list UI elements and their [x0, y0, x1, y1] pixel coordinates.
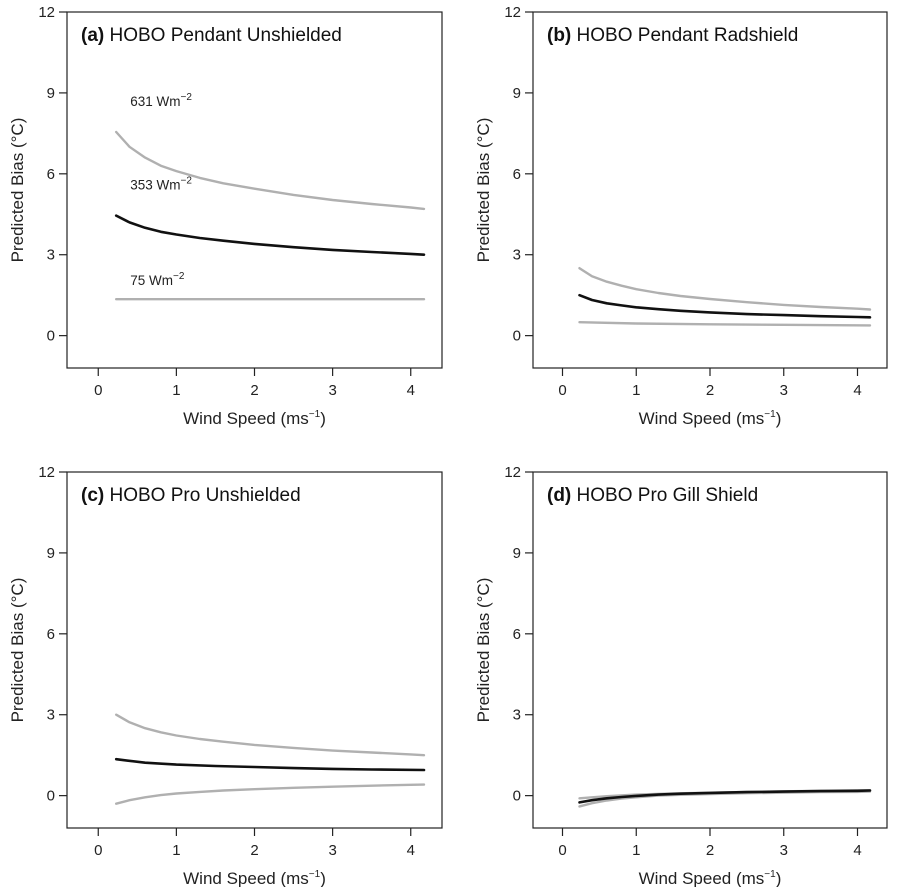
y-tick-label: 0: [513, 788, 521, 805]
series-label: 631 Wm−2: [130, 92, 192, 109]
y-tick-label: 3: [513, 247, 521, 264]
y-tick-label: 9: [47, 85, 55, 102]
panel-title: (a) HOBO Pendant Unshielded: [81, 25, 342, 46]
x-tick-label: 2: [706, 382, 714, 399]
y-tick-label: 9: [513, 545, 521, 562]
plot-frame: [532, 11, 888, 369]
series-line: [115, 130, 426, 211]
y-tick-label: 9: [513, 85, 521, 102]
x-tick-label: 2: [250, 842, 258, 859]
x-tick-label: 3: [780, 842, 788, 859]
y-tick-label: 9: [47, 545, 55, 562]
y-tick-label: 3: [513, 707, 521, 724]
x-tick-label: 1: [172, 382, 180, 399]
x-tick-label: 4: [407, 382, 415, 399]
y-tick-label: 0: [513, 328, 521, 345]
x-tick-label: 0: [558, 382, 566, 399]
y-tick-label: 6: [513, 626, 521, 643]
series-line: [578, 789, 872, 804]
y-axis-title: Predicted Bias (°C): [474, 118, 493, 263]
x-tick-label: 0: [94, 382, 102, 399]
y-tick-label: 6: [47, 626, 55, 643]
series-label: 353 Wm−2: [130, 176, 192, 193]
y-axis-title: Predicted Bias (°C): [8, 118, 27, 263]
x-tick-label: 2: [706, 842, 714, 859]
plot-frame: [66, 11, 443, 369]
series-line: [115, 783, 426, 805]
y-tick-label: 6: [47, 166, 55, 183]
x-tick-label: 4: [407, 842, 415, 859]
y-tick-label: 3: [47, 247, 55, 264]
x-tick-label: 1: [632, 382, 640, 399]
y-tick-label: 12: [504, 4, 521, 21]
series-line: [578, 267, 872, 311]
x-tick-label: 0: [558, 842, 566, 859]
x-axis-title: Wind Speed (ms−1): [639, 869, 782, 887]
x-tick-label: 3: [328, 382, 336, 399]
x-tick-label: 4: [853, 382, 861, 399]
y-tick-label: 3: [47, 707, 55, 724]
series-line: [578, 293, 872, 319]
series-line: [115, 713, 426, 757]
series-label: 75 Wm−2: [130, 271, 185, 288]
panel-title: (b) HOBO Pendant Radshield: [547, 25, 798, 46]
y-tick-label: 0: [47, 328, 55, 345]
x-tick-label: 1: [632, 842, 640, 859]
x-tick-label: 4: [853, 842, 861, 859]
x-tick-label: 2: [250, 382, 258, 399]
y-tick-label: 0: [47, 788, 55, 805]
y-tick-label: 12: [38, 464, 55, 481]
plot-frame: [532, 471, 888, 829]
x-tick-label: 3: [780, 382, 788, 399]
x-axis-title: Wind Speed (ms−1): [183, 869, 326, 887]
x-axis-title: Wind Speed (ms−1): [183, 409, 326, 428]
y-tick-label: 12: [504, 464, 521, 481]
x-tick-label: 0: [94, 842, 102, 859]
y-tick-label: 12: [38, 4, 55, 21]
plot-frame: [66, 471, 443, 829]
x-tick-label: 1: [172, 842, 180, 859]
panel-title: (d) HOBO Pro Gill Shield: [547, 485, 758, 506]
series-line: [114, 757, 426, 772]
x-tick-label: 3: [328, 842, 336, 859]
series-line: [578, 321, 872, 327]
y-tick-label: 6: [513, 166, 521, 183]
panel-title: (c) HOBO Pro Unshielded: [81, 485, 301, 506]
y-axis-title: Predicted Bias (°C): [8, 578, 27, 723]
x-axis-title: Wind Speed (ms−1): [639, 409, 782, 428]
series-line: [114, 214, 426, 256]
y-axis-title: Predicted Bias (°C): [474, 578, 493, 723]
